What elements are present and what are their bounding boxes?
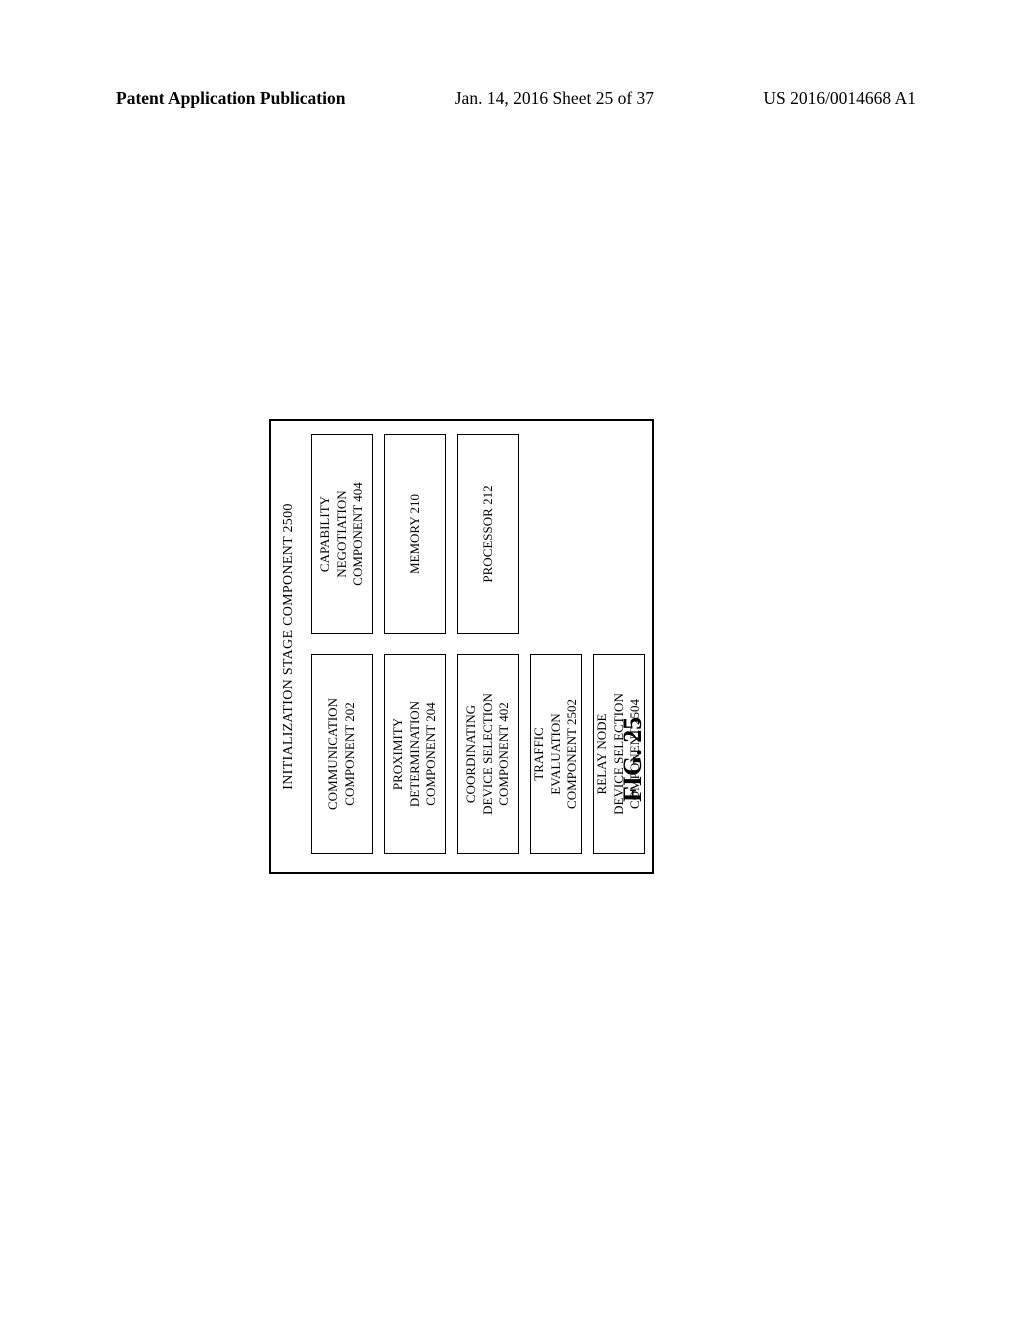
processor-box: PROCESSOR 212 (457, 434, 519, 634)
header-center: Jan. 14, 2016 Sheet 25 of 37 (455, 88, 654, 109)
figure-label: FIG. 25 (618, 717, 648, 802)
capability-negotiation-component-box: CAPABILITYNEGOTIATIONCOMPONENT 404 (311, 434, 373, 634)
header-right: US 2016/0014668 A1 (763, 88, 916, 109)
memory-box: MEMORY 210 (384, 434, 446, 634)
page-header: Patent Application Publication Jan. 14, … (0, 88, 1024, 109)
diagram-wrapper: INITIALIZATION STAGE COMPONENT 2500 COMM… (269, 419, 654, 874)
header-left: Patent Application Publication (116, 88, 345, 109)
proximity-determination-component-box: PROXIMITYDETERMINATIONCOMPONENT 204 (384, 654, 446, 854)
initialization-stage-box: INITIALIZATION STAGE COMPONENT 2500 COMM… (269, 419, 654, 874)
communication-component-box: COMMUNICATIONCOMPONENT 202 (311, 654, 373, 854)
coordinating-device-selection-component-box: COORDINATINGDEVICE SELECTIONCOMPONENT 40… (457, 654, 519, 854)
diagram-title: INITIALIZATION STAGE COMPONENT 2500 (281, 421, 297, 872)
traffic-evaluation-component-box: TRAFFICEVALUATIONCOMPONENT 2502 (530, 654, 582, 854)
